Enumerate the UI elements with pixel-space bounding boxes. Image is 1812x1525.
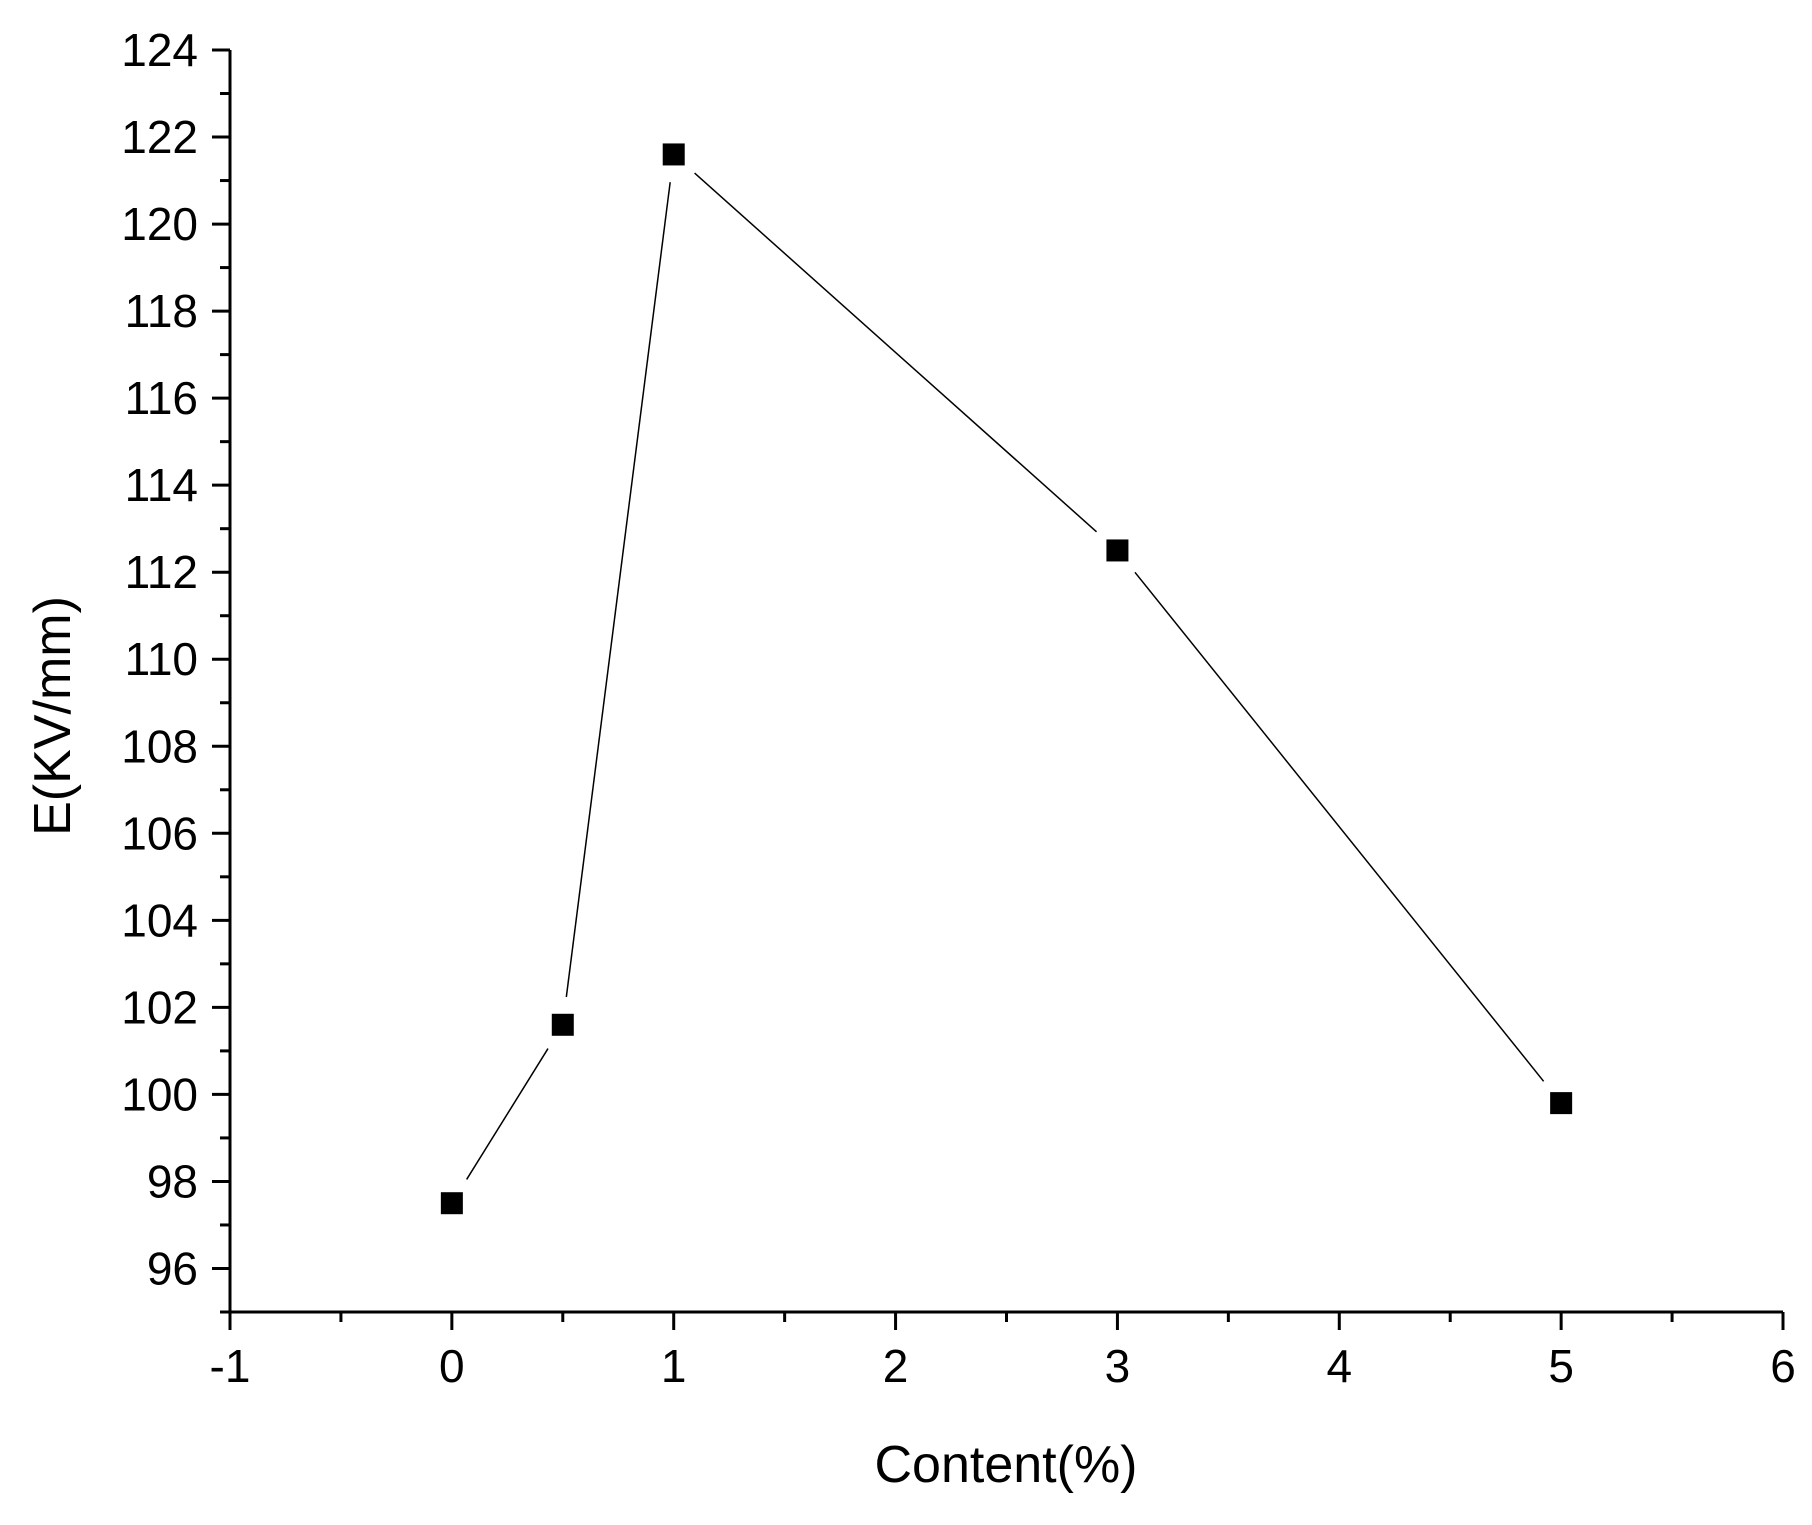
- x-tick-label: 0: [439, 1340, 465, 1392]
- axes: [228, 50, 1783, 1314]
- y-tick-label: 118: [125, 285, 198, 337]
- data-point-marker: [551, 1013, 574, 1036]
- x-tick-label: 2: [883, 1340, 909, 1392]
- x-tick-label: -1: [210, 1340, 251, 1392]
- x-tick-label: 4: [1326, 1340, 1352, 1392]
- data-point-marker: [440, 1192, 463, 1215]
- y-tick-label: 108: [121, 720, 198, 772]
- y-ticks: 96 98 100 102 104 106 108 110 112 114 116 118 120 122…: [121, 24, 230, 1314]
- x-tick-label: 5: [1548, 1340, 1574, 1392]
- x-tick-label: 6: [1770, 1340, 1796, 1392]
- data-point-marker: [662, 143, 685, 166]
- y-tick-label: 120: [121, 198, 198, 250]
- y-tick-label: 102: [121, 981, 198, 1033]
- y-tick-label: 112: [125, 546, 198, 598]
- series-line-segment: [565, 182, 671, 998]
- x-ticks: -1 0 1 2 3 4 5 6: [210, 1312, 1796, 1392]
- series-line-segment: [466, 1048, 549, 1180]
- x-tick-label: 3: [1105, 1340, 1131, 1392]
- series-line-segment: [694, 172, 1098, 533]
- y-tick-label: 116: [125, 372, 198, 424]
- series-markers: [440, 143, 1573, 1215]
- y-tick-label: 124: [121, 24, 198, 76]
- y-tick-label: 100: [121, 1068, 198, 1120]
- series-lines: [466, 172, 1545, 1180]
- x-axis-title: Content(%): [875, 1436, 1138, 1494]
- y-axis-title: E(KV/mm): [24, 596, 82, 836]
- y-tick-label: 106: [121, 807, 198, 859]
- y-tick-label: 110: [125, 633, 198, 685]
- y-tick-label: 96: [147, 1242, 198, 1294]
- y-tick-label: 98: [147, 1155, 198, 1207]
- x-tick-label: 1: [661, 1340, 687, 1392]
- y-tick-label: 114: [125, 459, 198, 511]
- y-tick-label: 104: [121, 894, 198, 946]
- series-line-segment: [1134, 571, 1545, 1082]
- data-point-marker: [1550, 1092, 1573, 1115]
- y-tick-label: 122: [121, 111, 198, 163]
- data-point-marker: [1106, 539, 1129, 562]
